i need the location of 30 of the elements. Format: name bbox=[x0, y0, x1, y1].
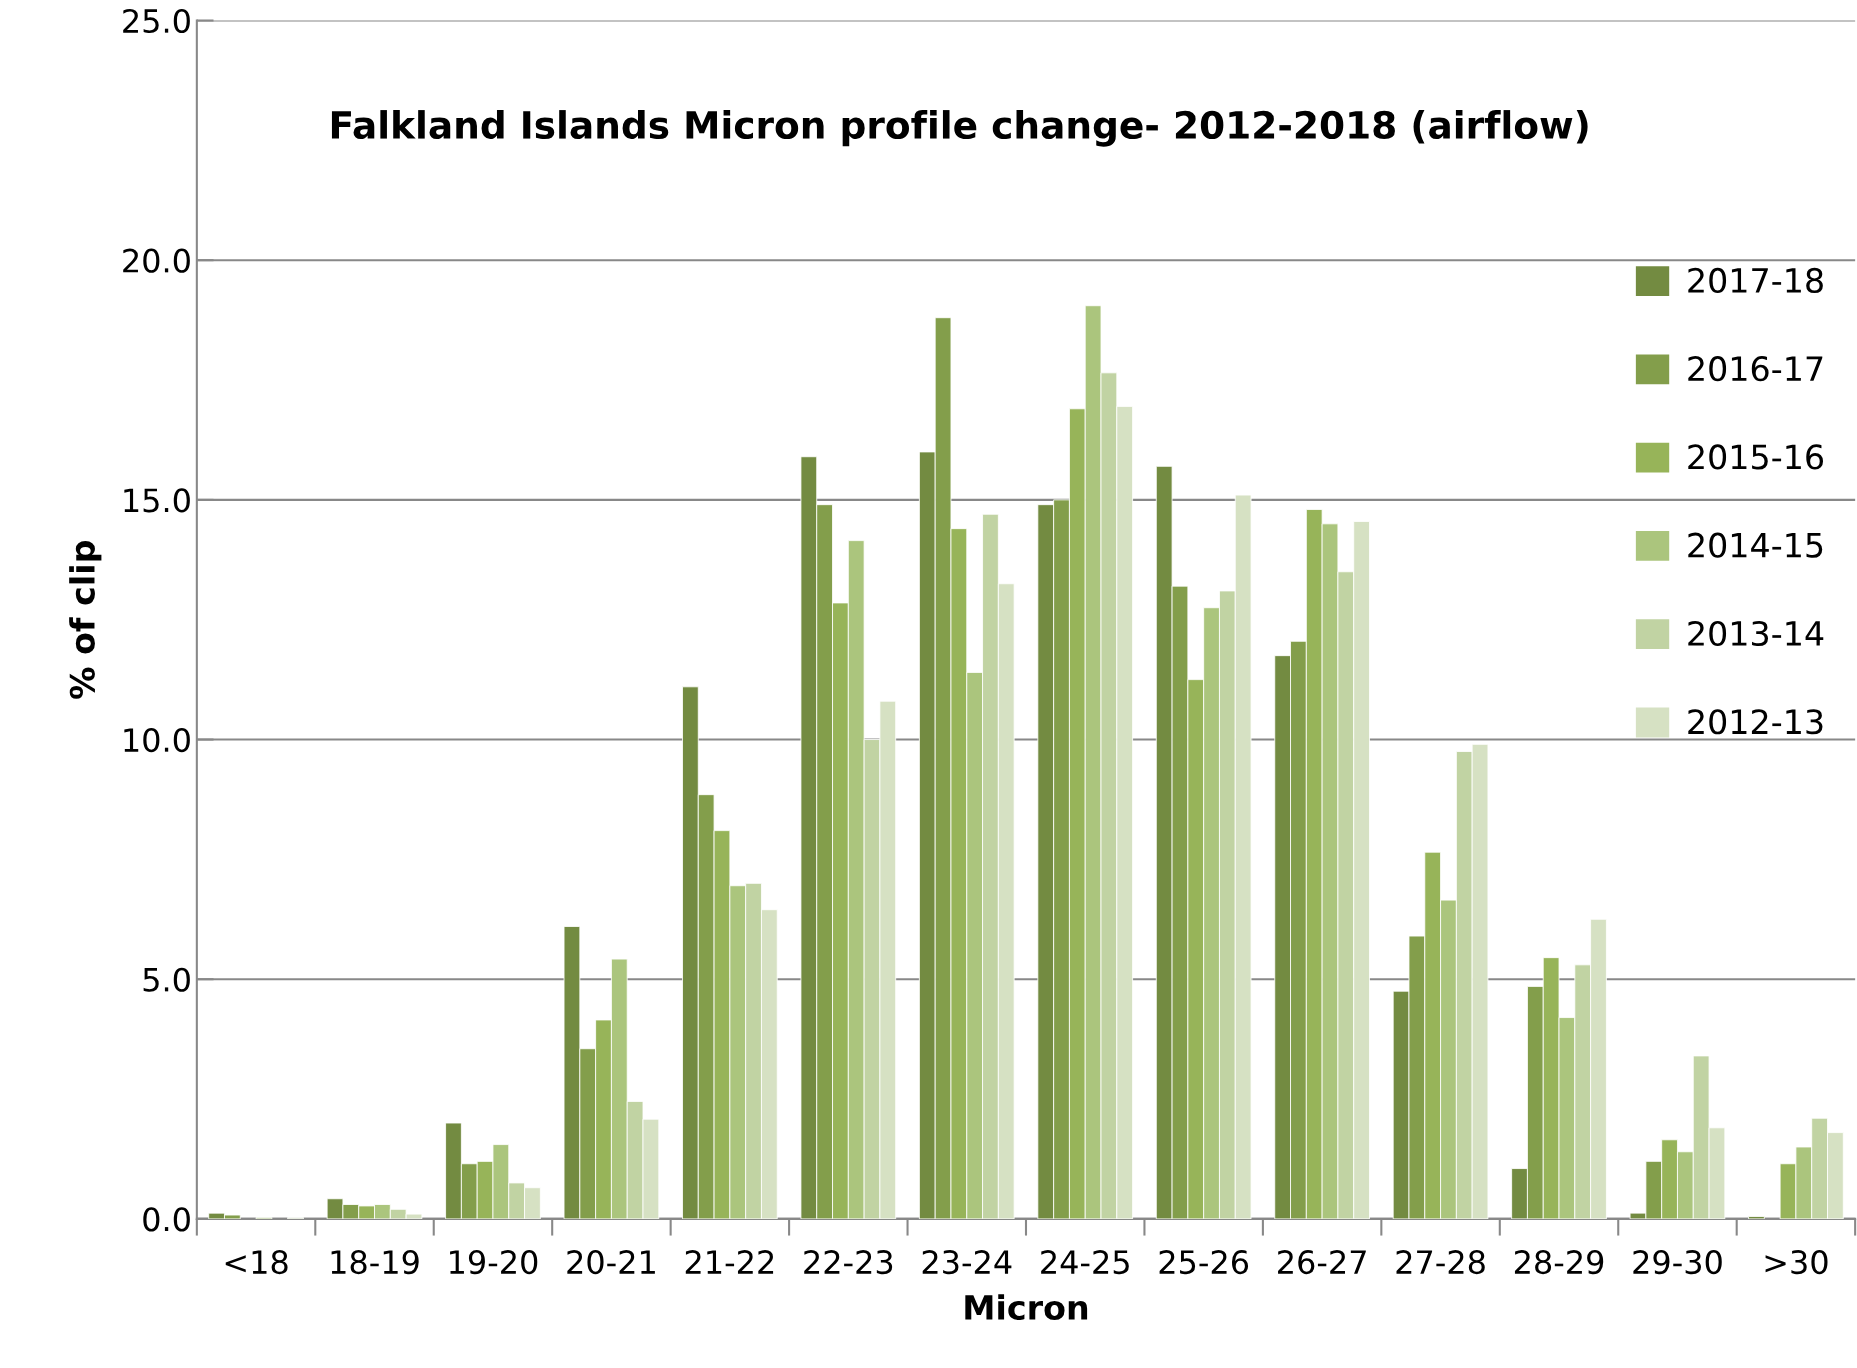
y-tick-label: 15.0 bbox=[124, 488, 190, 513]
x-tick-label: 26-27 bbox=[1278, 1250, 1366, 1275]
y-tick-label: 5.0 bbox=[143, 967, 190, 992]
y-tick-label: 20.0 bbox=[123, 248, 190, 273]
legend-label: 2017-18 bbox=[1688, 267, 1823, 294]
x-tick-label: >30 bbox=[1765, 1250, 1828, 1275]
x-tick-label: 22-23 bbox=[804, 1250, 893, 1275]
legend-label: 2015-16 bbox=[1688, 444, 1824, 470]
y-axis-title: % of clip bbox=[69, 540, 102, 699]
y-tick-label: 0.0 bbox=[143, 1207, 190, 1232]
x-tick-label: 18-19 bbox=[331, 1250, 419, 1275]
y-tick-label: 10.0 bbox=[124, 727, 190, 753]
text: Falkland Islands Micron profile change- 2012-2018 (airflow) bbox=[331, 110, 1588, 147]
x-tick-label: <18 bbox=[225, 1250, 288, 1275]
x-tick-label: 23-24 bbox=[922, 1250, 1012, 1275]
x-tick-label: 29-30 bbox=[1633, 1250, 1722, 1275]
legend-label: 2013-14 bbox=[1688, 620, 1824, 647]
x-tick-label: 25-26 bbox=[1159, 1250, 1249, 1275]
x-tick-label: 27-28 bbox=[1396, 1250, 1485, 1275]
legend-label: 2016-17 bbox=[1688, 356, 1823, 382]
x-tick-label: 24-25 bbox=[1041, 1250, 1129, 1275]
x-axis-title: Micron bbox=[965, 1294, 1088, 1321]
legend-label: 2014-15 bbox=[1688, 532, 1823, 558]
y-tick-label: 25.0 bbox=[123, 8, 190, 34]
x-tick-label: 28-29 bbox=[1514, 1250, 1604, 1275]
x-tick-label: 19-20 bbox=[450, 1250, 538, 1275]
bar bbox=[1748, 1216, 1765, 1219]
legend-label: 2012-13 bbox=[1688, 709, 1823, 735]
x-tick-label: 21-22 bbox=[685, 1250, 774, 1274]
x-tick-label: 20-21 bbox=[567, 1250, 655, 1275]
